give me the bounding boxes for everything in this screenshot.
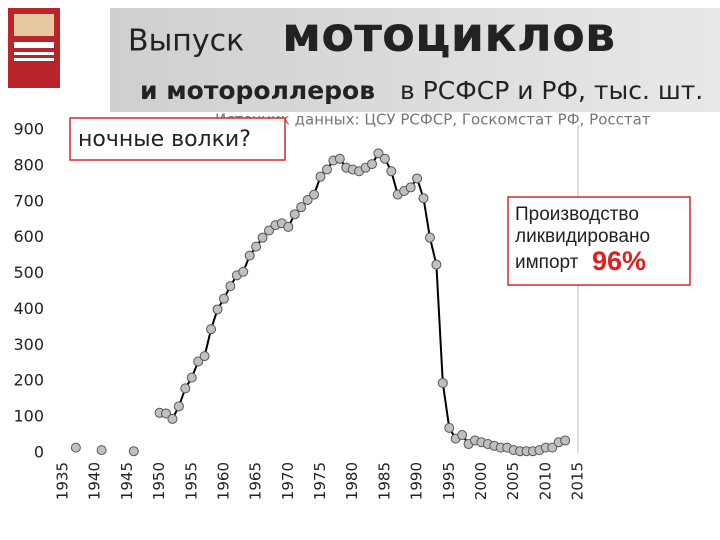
note-line: ликвидировано — [515, 226, 650, 247]
point — [244, 250, 255, 261]
y-tick-label: 900 — [13, 120, 44, 139]
x-tick-label: 1945 — [118, 462, 136, 500]
point — [457, 430, 468, 441]
annotation-box — [69, 117, 286, 161]
point — [206, 324, 217, 335]
point — [289, 209, 300, 220]
point — [437, 378, 448, 389]
point — [296, 202, 307, 213]
note-value: 96% — [592, 246, 646, 276]
point — [128, 446, 139, 457]
y-tick-label: 200 — [13, 371, 44, 390]
annotation: ночные волки? — [78, 127, 251, 152]
point — [431, 259, 442, 270]
x-tick-label: 1970 — [279, 462, 297, 500]
point — [238, 266, 249, 277]
y-tick-label: 300 — [13, 335, 44, 354]
point — [161, 408, 171, 419]
point — [334, 153, 345, 164]
y-tick-label: 0 — [34, 443, 44, 462]
point — [405, 182, 416, 193]
point — [186, 372, 197, 383]
plot: 0 100 200 300 400 500 600 700 800 900 1935 1940 1945… — [13, 120, 586, 501]
point — [167, 413, 178, 424]
header-band — [110, 8, 720, 112]
point — [96, 445, 107, 456]
point — [218, 293, 229, 304]
point — [321, 164, 332, 175]
x-tick-label: 1935 — [54, 462, 72, 500]
x-tick-label: 1990 — [408, 462, 426, 500]
series-line — [159, 151, 566, 453]
subtitle-emphasis: и мотороллеров — [140, 76, 375, 105]
x-tick-label: 2000 — [472, 462, 490, 500]
point — [257, 232, 268, 243]
point — [193, 356, 204, 367]
book-cover — [8, 8, 60, 88]
point — [212, 304, 223, 315]
y-tick-label: 500 — [13, 263, 44, 282]
point — [225, 281, 236, 292]
x-tick-label: 1960 — [214, 462, 232, 500]
x-tick-label: 1965 — [247, 462, 265, 500]
x-tick-label: 1950 — [150, 462, 168, 500]
point — [180, 383, 191, 394]
point — [251, 241, 262, 252]
note-line: Производство — [515, 204, 639, 225]
point — [309, 189, 320, 200]
y-tick-label: 700 — [13, 191, 44, 210]
x-tick-label: 1995 — [440, 462, 458, 500]
x-tick-label: 1940 — [86, 462, 104, 500]
point — [547, 442, 558, 453]
point — [379, 153, 390, 164]
point — [302, 194, 313, 205]
y-tick-label: 600 — [13, 227, 44, 246]
point — [264, 225, 274, 236]
point — [373, 148, 384, 159]
note-line: импорт — [515, 252, 579, 273]
point — [367, 159, 377, 170]
x-tick-label: 1980 — [343, 462, 361, 500]
x-tick-label: 1955 — [182, 462, 200, 500]
point — [412, 173, 423, 184]
x-tick-label: 1985 — [375, 462, 393, 500]
point — [199, 351, 210, 362]
note-box — [507, 196, 691, 286]
point — [444, 422, 455, 433]
title-emphasis: мотоциклов — [282, 7, 615, 63]
x-tick-label: 2015 — [569, 462, 587, 500]
point — [70, 442, 81, 453]
subtitle: в РСФСР и РФ, тыс. шт. — [400, 76, 703, 105]
title: Выпуск — [128, 24, 244, 59]
point — [315, 171, 326, 182]
x-tick-label: 2010 — [536, 462, 554, 500]
point — [386, 166, 397, 177]
y-tick-label: 800 — [13, 155, 44, 174]
x-tick-label: 2005 — [504, 462, 522, 500]
y-tick-label: 400 — [13, 299, 44, 318]
x-tick-label: 1975 — [311, 462, 329, 500]
point — [418, 193, 429, 204]
point — [173, 401, 184, 412]
source: Источник данных: ЦСУ РСФСР, Госкомстат Р… — [215, 111, 651, 129]
y-tick-label: 100 — [13, 407, 44, 426]
point — [424, 232, 435, 243]
point — [560, 435, 571, 446]
point — [283, 221, 294, 232]
